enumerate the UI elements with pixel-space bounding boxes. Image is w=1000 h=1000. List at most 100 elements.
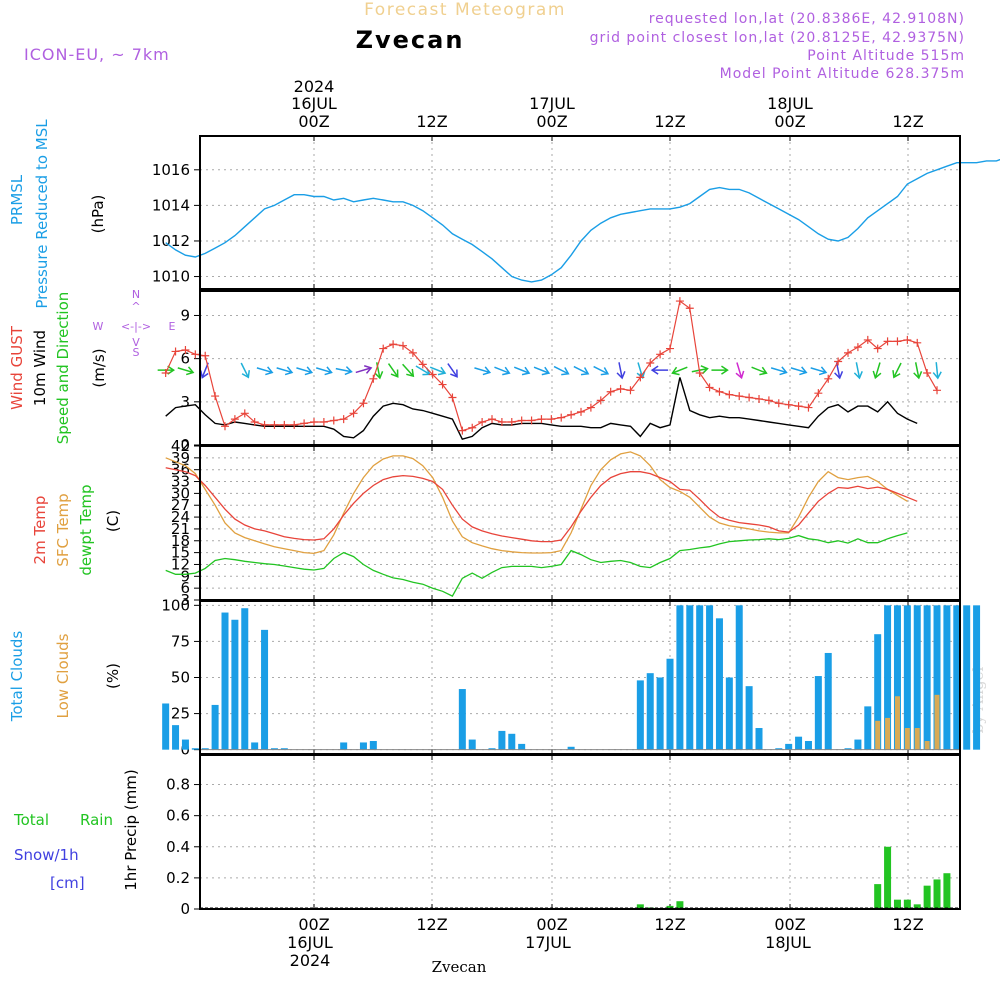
wind-arrowhead-9	[363, 365, 373, 374]
bar-total-clouds-9	[251, 742, 259, 750]
wind-arrowhead-17	[502, 366, 511, 376]
bar-total-clouds-41	[824, 652, 832, 750]
wind-arrowhead-2	[200, 370, 209, 379]
top-tick-4: 12Z	[654, 112, 685, 131]
bar-low-clouds-3	[904, 728, 910, 750]
ytick-label-1-2: 1014	[152, 196, 190, 214]
series-dewpt-line	[165, 532, 908, 597]
wind-arrow-4	[256, 367, 273, 374]
wind-arrow-16	[474, 367, 490, 374]
compass-v-bot: V	[132, 336, 140, 349]
wind-arrow-15	[447, 363, 458, 378]
wind-arrow-9	[355, 367, 372, 374]
gust-point-21	[369, 374, 378, 383]
bar-total-clouds-50	[923, 605, 931, 750]
p5-label-precip: 1hr Precip (mm)	[122, 769, 140, 890]
bottom-date-3: 18JUL	[765, 933, 811, 952]
bar-total-clouds-35	[755, 728, 763, 750]
gust-point-64	[794, 402, 803, 411]
ytick-label-3-3: 12	[171, 555, 190, 573]
bottom-tick-4: 12Z	[654, 915, 685, 934]
bar-total-clouds-29	[696, 605, 704, 750]
gust-point-54	[695, 369, 704, 378]
bottom-tick-5: 00Z	[774, 915, 805, 934]
gust-point-55	[705, 383, 714, 392]
bar-rain-10	[933, 879, 941, 909]
bar-rain-8	[913, 904, 921, 909]
bar-total-clouds-52	[943, 605, 951, 750]
gridpoint-coords: grid point closest lon,lat (20.8125E, 42…	[590, 30, 965, 46]
wind-arrow-33	[810, 367, 827, 374]
wind-arrow-8	[335, 367, 352, 373]
bar-total-clouds-19	[498, 730, 506, 750]
top-tick-3: 00Z	[536, 112, 567, 131]
wind-arrowhead-7	[324, 366, 333, 376]
gust-point-57	[725, 390, 734, 399]
gust-point-53	[685, 304, 694, 313]
gust-point-34	[497, 417, 506, 426]
gust-point-29	[448, 393, 457, 402]
bar-total-clouds-55	[973, 605, 981, 750]
bar-total-clouds-10	[261, 629, 269, 750]
wind-arrow-6	[296, 367, 312, 374]
wind-arrowhead-28	[721, 365, 729, 375]
series-prmsl-line	[165, 158, 1000, 283]
wind-arrowhead-37	[892, 370, 901, 379]
point-altitude: Point Altitude 515m	[807, 48, 965, 64]
compass-w: W	[93, 320, 104, 333]
panel-frame-3	[199, 445, 961, 601]
ytick-label-5-4: 0.8	[166, 776, 190, 794]
series-gust-line	[165, 300, 938, 432]
bar-total-clouds-38	[795, 736, 803, 750]
compass-n: N	[132, 288, 140, 301]
p5-label-cm: [cm]	[50, 874, 85, 892]
wind-arrow-17	[494, 366, 510, 374]
bar-total-clouds-24	[646, 673, 654, 750]
gust-point-72	[873, 344, 882, 353]
bar-total-clouds-21	[518, 743, 526, 750]
gust-point-78	[933, 386, 942, 395]
wind-arrowhead-8	[344, 366, 353, 376]
ytick-label-3-4: 15	[171, 544, 190, 562]
ytick-label-4-3: 75	[171, 632, 190, 650]
gust-point-14	[300, 419, 309, 428]
wind-arrow-34	[835, 362, 841, 379]
bar-total-clouds-26	[666, 658, 674, 750]
gust-point-70	[853, 343, 862, 352]
wind-arrowhead-20	[561, 367, 570, 376]
wind-arrowhead-12	[406, 368, 415, 378]
gust-point-63	[784, 400, 793, 409]
gust-point-44	[596, 396, 605, 405]
gust-point-48	[636, 373, 645, 382]
bar-total-clouds-12	[280, 748, 288, 750]
gust-point-58	[735, 392, 744, 401]
bar-total-clouds-8	[241, 608, 249, 750]
gust-point-2	[181, 346, 190, 355]
footer-location: Zvecan	[432, 958, 487, 976]
wind-arrow-30	[751, 366, 767, 374]
ytick-label-3-7: 24	[171, 508, 190, 526]
p2-label-wind: 10m Wind	[31, 330, 49, 406]
gust-point-31	[468, 423, 477, 432]
ytick-label-1-1: 1012	[152, 232, 190, 250]
bar-total-clouds-13	[340, 742, 348, 750]
gust-point-10	[260, 420, 269, 429]
gust-point-41	[567, 410, 576, 419]
gust-point-13	[290, 420, 299, 429]
wind-arrowhead-21	[580, 367, 590, 376]
gust-point-0	[161, 369, 170, 378]
ytick-label-5-2: 0.4	[166, 838, 190, 856]
compass-v-top: ^	[131, 300, 140, 313]
wind-arrow-20	[553, 365, 569, 375]
wind-arrowhead-14	[437, 366, 447, 376]
top-tick-5: 00Z	[774, 112, 805, 131]
bar-total-clouds-54	[963, 605, 971, 750]
bar-total-clouds-11	[270, 748, 278, 750]
wind-arrow-26	[672, 366, 688, 374]
bar-total-clouds-1	[172, 725, 180, 750]
bar-rain-0	[636, 904, 644, 909]
ytick-label-1-0: 1010	[152, 268, 190, 286]
wind-arrow-23	[618, 362, 623, 379]
p5-label-total: Total	[13, 811, 49, 829]
gust-point-27	[428, 370, 437, 379]
